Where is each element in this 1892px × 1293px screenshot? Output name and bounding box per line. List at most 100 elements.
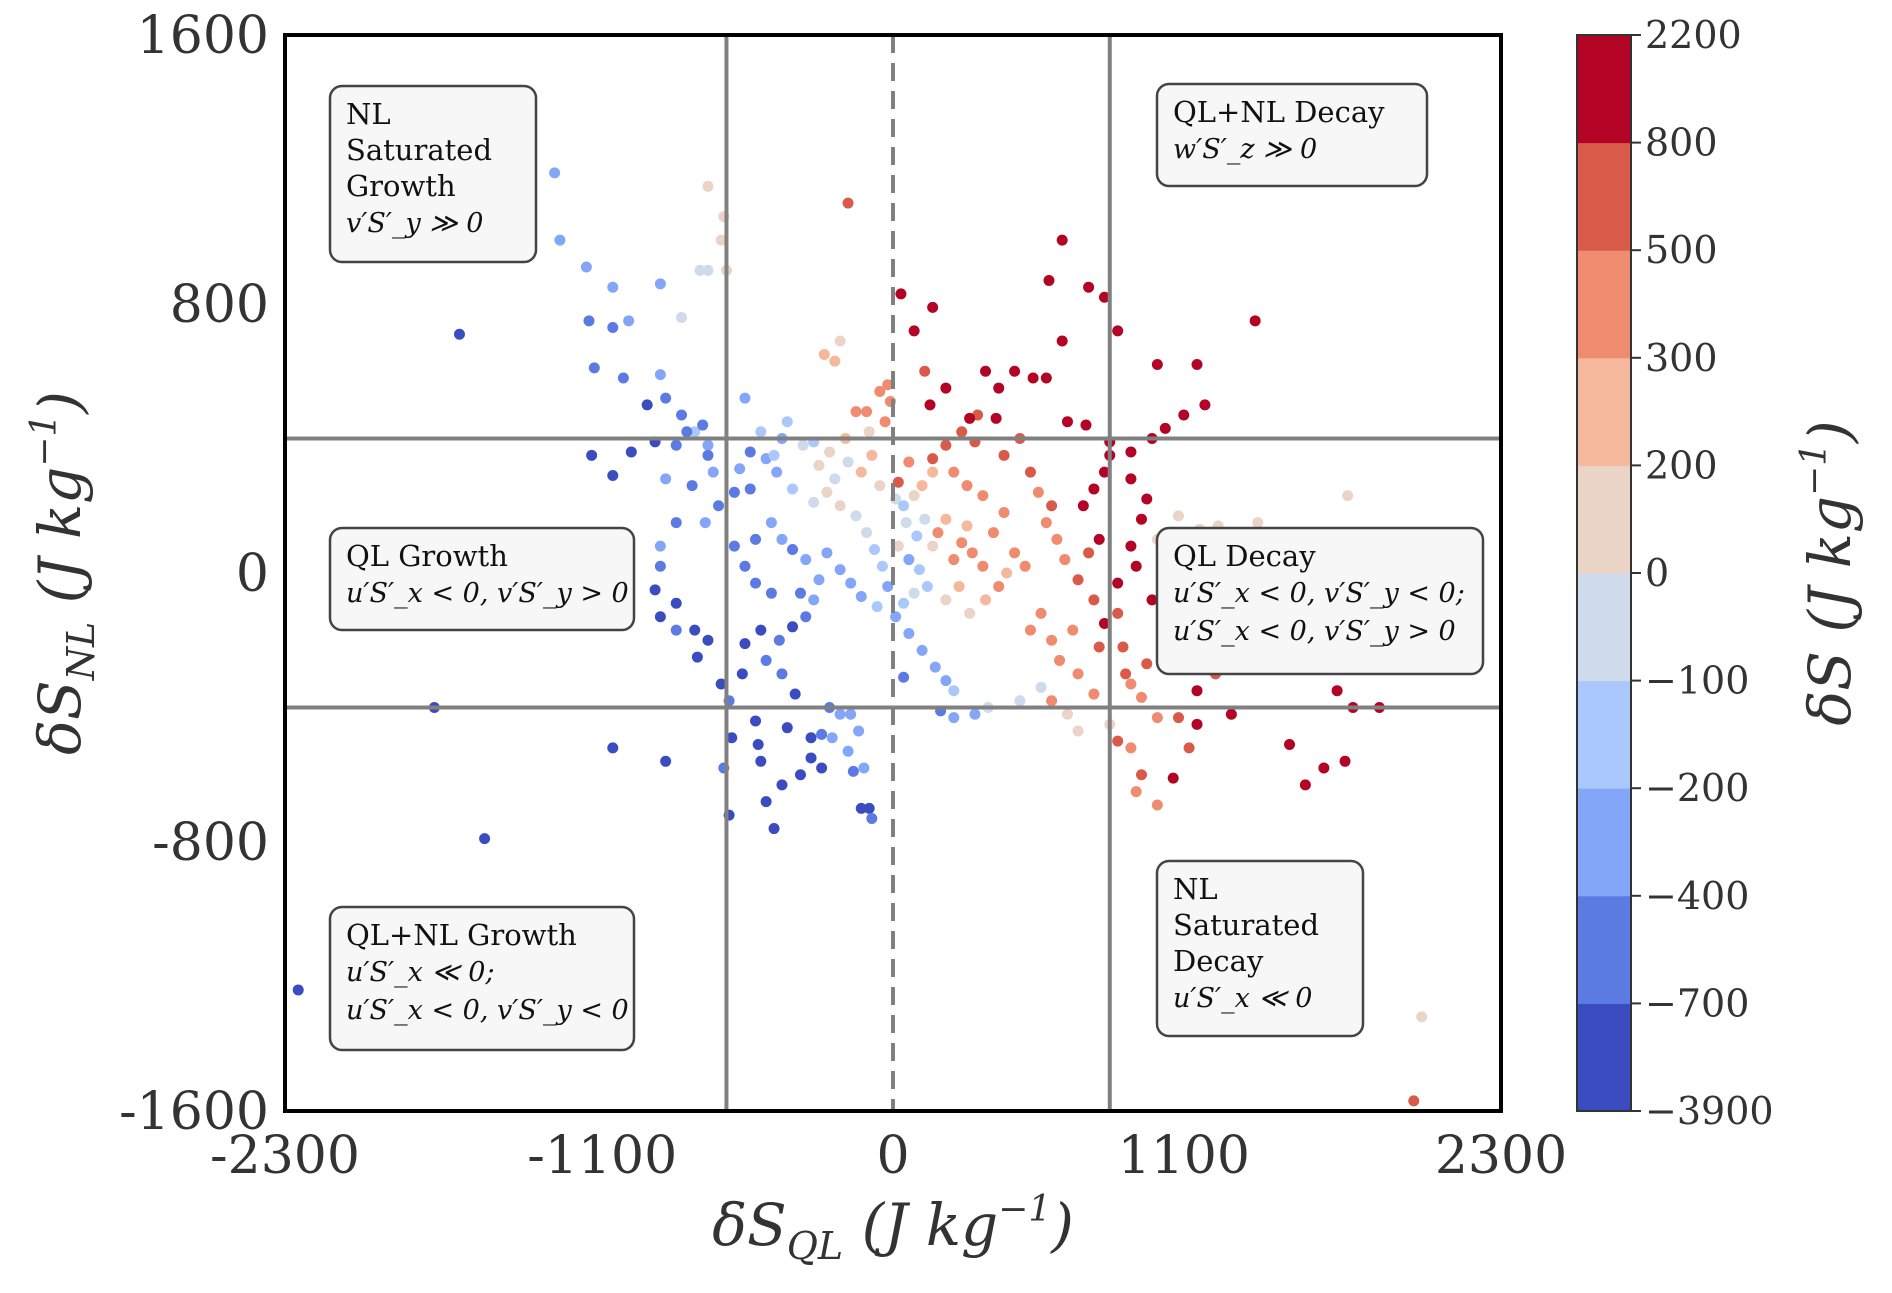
data-point — [750, 577, 762, 589]
data-point — [728, 540, 740, 552]
data-point — [697, 419, 709, 431]
data-point — [1093, 533, 1105, 545]
data-point — [1098, 466, 1110, 478]
data-point — [948, 554, 960, 566]
data-point — [750, 715, 762, 727]
annotation-formula: u′S′_x < 0, v′S′_y > 0 — [346, 578, 629, 609]
data-point — [892, 476, 904, 488]
data-point — [1151, 799, 1163, 811]
data-point — [908, 325, 920, 337]
colorbar: −3900 −700 −400 −200 −100 0 200 300 500 800 2200 — [1576, 13, 1774, 1133]
data-point — [1125, 540, 1137, 552]
colorbar-segment — [1577, 573, 1631, 682]
data-point — [702, 180, 714, 192]
data-point — [834, 564, 846, 576]
colorbar-segment — [1577, 142, 1631, 251]
data-point — [1146, 594, 1158, 606]
plot-frame — [283, 33, 1503, 1113]
data-point — [1054, 654, 1066, 666]
data-point — [855, 802, 867, 814]
data-point — [789, 688, 801, 700]
data-point — [649, 584, 661, 596]
colorbar-tick-label: 200 — [1645, 443, 1718, 487]
data-point — [787, 543, 799, 555]
data-point — [728, 486, 740, 498]
data-point — [1067, 624, 1079, 636]
data-point — [1125, 742, 1137, 754]
data-point — [670, 439, 682, 451]
data-point — [834, 500, 846, 512]
annotation-middle-right: QL Decay u′S′_x < 0, v′S′_y < 0; u′S′_x <… — [1155, 526, 1485, 676]
data-point — [980, 365, 992, 377]
data-point — [916, 480, 928, 492]
data-point — [1088, 688, 1100, 700]
data-point — [990, 412, 1002, 424]
data-point — [781, 722, 793, 734]
data-point — [927, 453, 939, 465]
colorbar-segment — [1577, 1003, 1631, 1112]
x-tick-label: -2300 — [210, 1126, 360, 1186]
data-point — [863, 426, 875, 438]
data-point — [771, 466, 783, 478]
data-point — [588, 362, 600, 374]
data-point — [800, 554, 812, 566]
data-point — [1112, 325, 1124, 337]
data-point — [1040, 372, 1052, 384]
data-point — [1046, 500, 1058, 512]
data-point — [549, 167, 561, 179]
data-point — [908, 587, 920, 599]
data-point — [625, 446, 637, 458]
annotation-title: QL+NL Decay — [1173, 95, 1385, 129]
data-point — [940, 439, 952, 451]
data-point — [776, 668, 788, 680]
data-point — [1183, 742, 1195, 754]
data-point — [654, 369, 666, 381]
colorbar-tick-label: −100 — [1645, 659, 1749, 703]
colorbar-segment — [1577, 895, 1631, 1004]
data-point — [861, 527, 873, 539]
data-point — [964, 412, 976, 424]
data-point — [660, 473, 672, 485]
y-axis-label: δSNL (J kg−1) — [24, 391, 103, 755]
data-point — [623, 315, 635, 327]
data-point — [956, 426, 968, 438]
data-point — [964, 607, 976, 619]
x-tick-label: 2300 — [1435, 1126, 1567, 1186]
data-point — [1172, 510, 1184, 522]
data-point — [953, 580, 965, 592]
annotation-top-right: QL+NL Decay w′S′_z ≫ 0 — [1155, 82, 1429, 188]
data-point — [842, 745, 854, 757]
data-point — [1299, 779, 1311, 791]
data-point — [1043, 274, 1055, 286]
annotation-box — [328, 526, 636, 632]
data-point — [1125, 678, 1137, 690]
data-point — [676, 409, 688, 421]
data-point — [1027, 372, 1039, 384]
data-point — [874, 480, 886, 492]
data-point — [1056, 335, 1068, 347]
colorbar-tick-label: 0 — [1645, 551, 1669, 595]
data-point — [750, 533, 762, 545]
data-point — [734, 463, 746, 475]
data-point — [969, 708, 981, 720]
annotation-title: Saturated — [1173, 908, 1319, 942]
colorbar-tick-label: −700 — [1645, 981, 1749, 1025]
data-point — [842, 456, 854, 468]
data-point — [554, 234, 566, 246]
annotation-bottom-left: QL+NL Growth u′S′_x ≪ 0; u′S′_x < 0, v′S′_… — [328, 905, 636, 1052]
data-point — [739, 638, 751, 650]
annotation-formula: u′S′_x ≪ 0; — [346, 957, 495, 988]
data-point — [739, 560, 751, 572]
data-point — [816, 728, 828, 740]
annotation-title: Decay — [1173, 944, 1264, 978]
data-point — [1159, 422, 1171, 434]
data-point — [874, 385, 886, 397]
colorbar-tick-label: −400 — [1645, 874, 1749, 918]
data-point — [1117, 641, 1129, 653]
data-point — [919, 513, 931, 525]
data-point — [1339, 755, 1351, 767]
data-point — [1141, 658, 1153, 670]
data-point — [694, 264, 706, 276]
data-point — [607, 281, 619, 293]
x-tick-label: 0 — [876, 1126, 909, 1186]
